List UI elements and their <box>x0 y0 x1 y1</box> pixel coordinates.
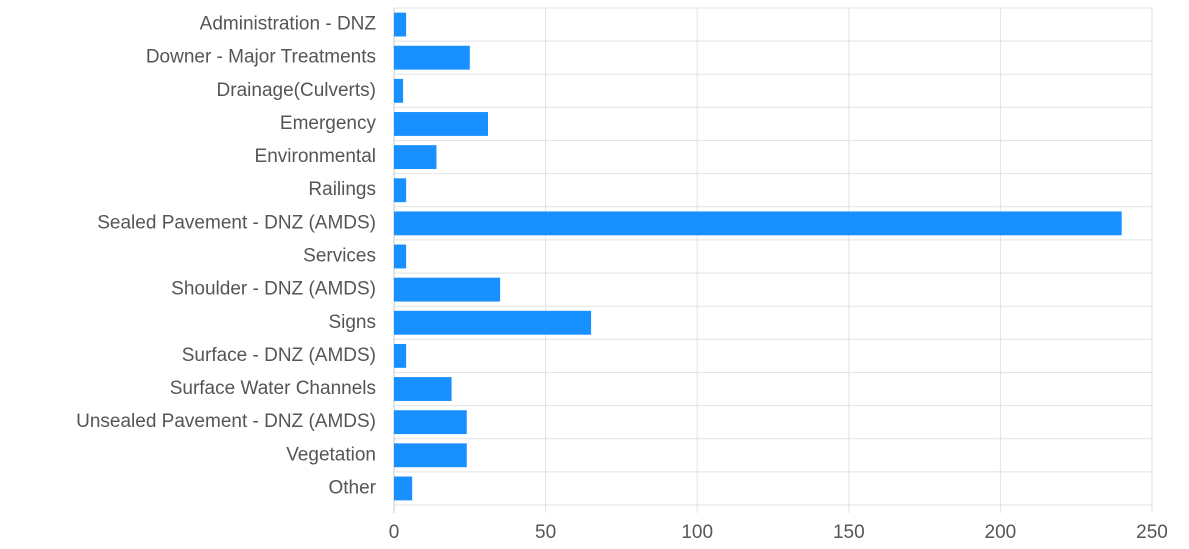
x-tick-label: 150 <box>833 522 865 543</box>
x-tick-label: 0 <box>389 522 400 543</box>
y-tick-label: Emergency <box>280 113 377 134</box>
x-tick-label: 250 <box>1136 522 1168 543</box>
y-tick-label: Vegetation <box>286 444 376 465</box>
y-tick-label: Downer - Major Treatments <box>146 47 376 68</box>
y-tick-label: Environmental <box>255 146 376 167</box>
bar <box>394 443 467 468</box>
bar <box>394 145 437 170</box>
bar <box>394 12 407 37</box>
x-tick-label: 50 <box>535 522 556 543</box>
y-tick-label: Shoulder - DNZ (AMDS) <box>171 279 376 300</box>
bar <box>394 343 407 368</box>
y-tick-label: Services <box>303 246 376 267</box>
bar <box>394 277 501 302</box>
bar <box>394 310 592 335</box>
x-tick-label: 200 <box>985 522 1017 543</box>
y-tick-label: Administration - DNZ <box>200 14 377 35</box>
bar <box>394 178 407 203</box>
y-tick-label: Surface - DNZ (AMDS) <box>182 345 376 366</box>
y-tick-label: Unsealed Pavement - DNZ (AMDS) <box>76 411 376 432</box>
x-tick-label: 100 <box>681 522 713 543</box>
y-tick-label: Drainage(Culverts) <box>217 80 376 101</box>
y-tick-label: Sealed Pavement - DNZ (AMDS) <box>97 212 376 233</box>
bar <box>394 476 413 501</box>
y-tick-label: Other <box>328 477 376 498</box>
y-tick-label: Signs <box>328 312 376 333</box>
bar <box>394 377 452 401</box>
bar <box>394 211 1122 236</box>
bar <box>394 45 470 70</box>
bar <box>394 78 404 103</box>
bar <box>394 410 467 435</box>
bar <box>394 112 488 136</box>
y-tick-label: Railings <box>308 179 376 200</box>
y-tick-label: Surface Water Channels <box>170 378 376 399</box>
bar <box>394 244 407 269</box>
